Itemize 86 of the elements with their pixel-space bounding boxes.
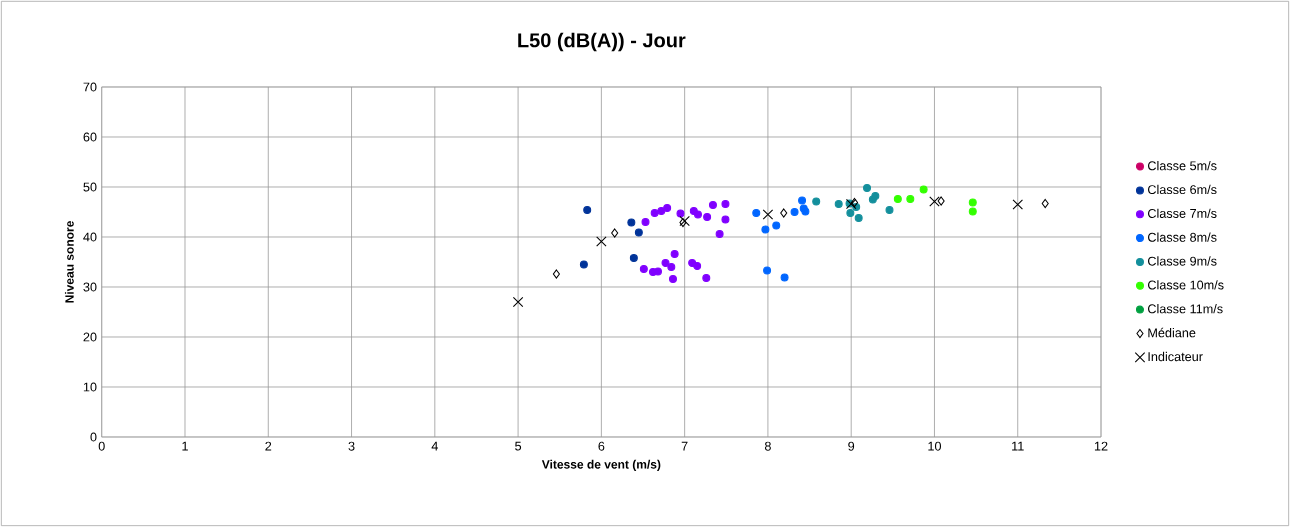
point xyxy=(667,262,676,271)
legend-label: Classe 8m/s xyxy=(1148,232,1217,242)
y-axis-title: Niveau sonore xyxy=(64,221,74,303)
y-tick-label: 0 xyxy=(90,432,97,442)
point xyxy=(968,198,977,207)
point xyxy=(790,207,799,216)
point xyxy=(629,253,638,262)
y-tick-label: 10 xyxy=(83,382,97,392)
point xyxy=(871,191,880,200)
point xyxy=(650,208,659,217)
point xyxy=(850,197,859,208)
x-tick-label: 9 xyxy=(848,441,855,451)
point xyxy=(1012,199,1023,210)
legend-label: Classe 5m/s xyxy=(1148,160,1217,171)
legend-label: Indicateur xyxy=(1148,351,1203,362)
point xyxy=(708,200,717,209)
point xyxy=(863,183,872,192)
x-axis-title: Vitesse de vent (m/s) xyxy=(541,459,661,472)
legend-label: Classe 6m/s xyxy=(1148,184,1217,195)
point xyxy=(937,196,945,206)
x-tick-label: 11 xyxy=(1012,441,1024,451)
point xyxy=(762,209,774,220)
y-tick-label: 60 xyxy=(83,132,97,142)
x-tick-label: 12 xyxy=(1094,441,1108,451)
point xyxy=(641,217,650,226)
point xyxy=(919,185,928,194)
point xyxy=(846,208,855,217)
point xyxy=(715,229,724,238)
point xyxy=(752,208,761,217)
point xyxy=(634,228,643,237)
legend-label: Classe 10m/s xyxy=(1148,280,1224,290)
point xyxy=(512,296,524,308)
y-tick-label: 20 xyxy=(83,332,97,342)
point xyxy=(893,194,902,203)
x-tick-label: 6 xyxy=(598,441,605,451)
x-tick-label: 10 xyxy=(928,441,942,451)
legend-label: Classe 9m/s xyxy=(1148,256,1217,266)
point xyxy=(552,269,560,279)
y-tick-label: 40 xyxy=(83,232,97,242)
point xyxy=(627,218,636,227)
x-tick-label: 7 xyxy=(681,441,688,451)
point xyxy=(812,197,821,206)
point xyxy=(763,266,772,275)
point xyxy=(661,258,670,267)
point xyxy=(780,208,788,218)
x-tick-label: 1 xyxy=(182,441,188,451)
x-tick-label: 2 xyxy=(265,441,272,451)
x-tick-label: 8 xyxy=(764,441,771,451)
chart-title: L50 (dB(A)) - Jour xyxy=(518,32,686,52)
point xyxy=(798,196,807,205)
point xyxy=(579,260,588,269)
x-tick-label: 5 xyxy=(515,441,522,451)
point xyxy=(663,203,672,212)
point xyxy=(929,196,940,207)
point xyxy=(639,264,648,273)
x-tick-label: 4 xyxy=(431,441,438,451)
point xyxy=(721,215,730,224)
point xyxy=(772,221,781,230)
point xyxy=(611,228,619,238)
y-tick-label: 50 xyxy=(83,182,97,192)
point xyxy=(761,225,770,234)
point xyxy=(834,199,843,208)
point xyxy=(854,213,863,222)
y-tick-label: 30 xyxy=(83,282,97,292)
point xyxy=(1041,198,1049,209)
point xyxy=(702,273,711,282)
point xyxy=(668,274,677,283)
point xyxy=(583,205,592,214)
point xyxy=(693,261,702,270)
point xyxy=(968,207,977,216)
point xyxy=(703,212,712,221)
y-tick-label: 70 xyxy=(83,82,97,92)
legend-label: Classe 7m/s xyxy=(1148,208,1217,218)
point xyxy=(721,199,730,208)
legend-label: Médiane xyxy=(1148,327,1196,338)
x-tick-label: 0 xyxy=(98,441,105,451)
point xyxy=(657,206,666,215)
point xyxy=(885,205,894,214)
x-tick-label: 3 xyxy=(348,441,355,451)
point xyxy=(676,209,685,218)
point xyxy=(780,273,789,282)
legend-label: Classe 11m/s xyxy=(1148,304,1223,314)
point xyxy=(693,210,702,219)
point xyxy=(670,249,679,258)
point xyxy=(596,236,607,247)
point xyxy=(906,194,915,203)
